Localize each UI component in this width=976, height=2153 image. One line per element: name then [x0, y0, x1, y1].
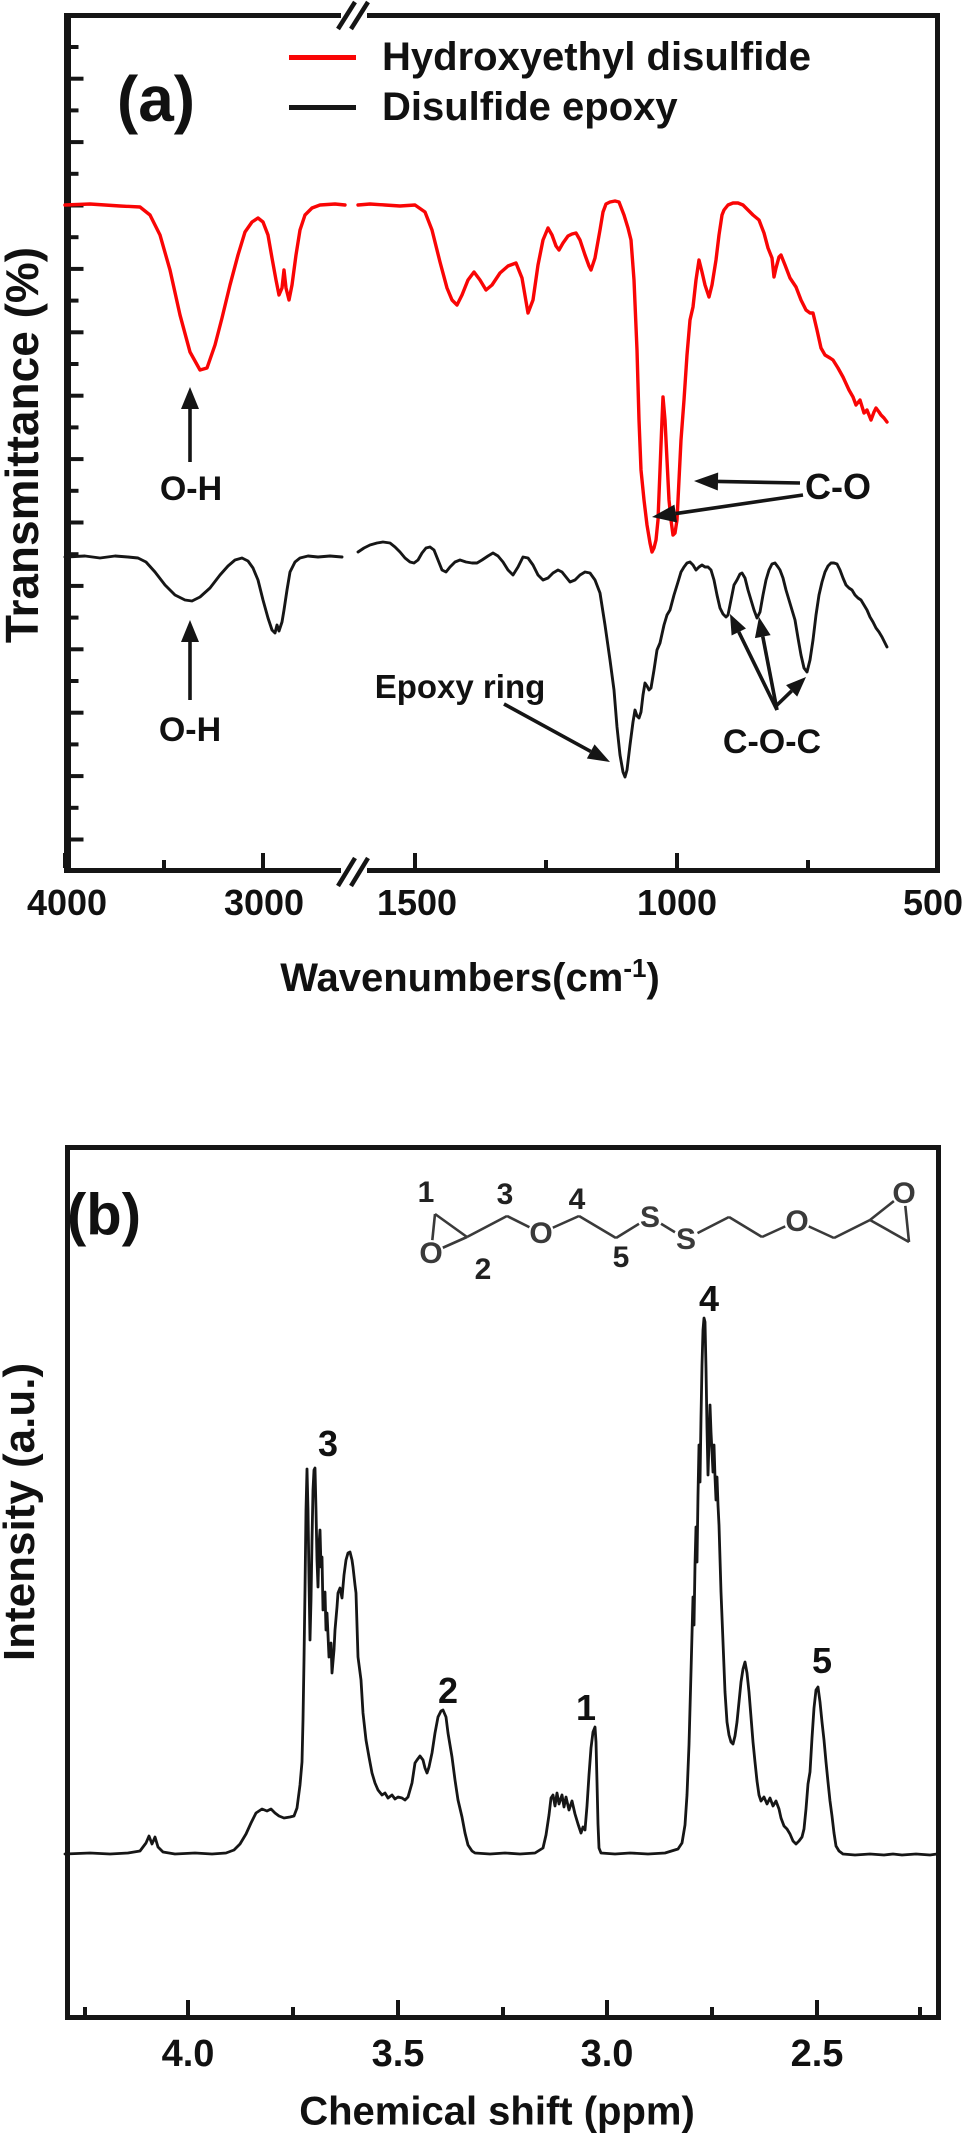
- legend-label: Hydroxyethyl disulfide: [382, 34, 811, 79]
- ftir-curve-hydroxyethyl-disulfide: [356, 199, 889, 554]
- legend: Hydroxyethyl disulfide Disulfide epoxy: [289, 32, 811, 132]
- structure-position-label-5: 5: [613, 1241, 630, 1274]
- panel-b-y-axis-title: Intensity (a.u.): [0, 1362, 44, 1662]
- legend-item-disulfide-epoxy: Disulfide epoxy: [289, 82, 811, 132]
- annotation-coc-arrow-head: [754, 617, 771, 639]
- legend-label: Disulfide epoxy: [382, 84, 678, 129]
- panel-b-x-tick-label: 2.5: [791, 2033, 844, 2075]
- structure-atom-mask: [528, 1220, 554, 1246]
- structure-position-label-4: 4: [569, 1183, 586, 1216]
- annotation-oh-red-arrow-head: [181, 387, 199, 409]
- legend-item-hydroxyethyl-disulfide: Hydroxyethyl disulfide: [289, 32, 811, 82]
- structure-atom-O: O: [529, 1217, 552, 1250]
- structure-atom-mask: [673, 1226, 699, 1252]
- panel-b-x-tick-label: 3.5: [372, 2033, 425, 2075]
- nmr-peak-label-5: 5: [812, 1640, 832, 1681]
- panel-b-x-tick-label: 4.0: [162, 2033, 215, 2075]
- panel-a-y-axis-title: Transmittance (%): [0, 246, 48, 644]
- annotation-oh-black-arrow-head: [181, 620, 199, 642]
- annotation-coc-arrow-head: [730, 614, 746, 636]
- panel-a-x-tick-label: 4000: [27, 882, 107, 923]
- annotation-coc-arrow-line: [737, 631, 779, 711]
- annotation-co-arrow-line: [717, 479, 801, 485]
- structure-position-label-3: 3: [497, 1178, 514, 1211]
- panel-b-frame: [65, 1145, 941, 2020]
- annotation-co-label: C-O: [805, 466, 871, 507]
- structure-position-label-2: 2: [475, 1253, 492, 1286]
- structure-bond: [833, 1218, 871, 1240]
- structure-position-label-1: 1: [418, 1176, 435, 1209]
- annotation-epoxy-label: Epoxy ring: [375, 668, 546, 705]
- annotation-oh-black-label: O-H: [159, 711, 221, 749]
- annotation-co-arrow-head: [652, 504, 678, 523]
- panel-a-x-axis-title: Wavenumbers(cm-1): [280, 953, 660, 1001]
- panel-a-x-tick-label: 1500: [377, 882, 457, 923]
- structure-atom-O: O: [785, 1205, 808, 1238]
- structure-atom-O: O: [419, 1237, 442, 1270]
- ftir-curve-disulfide-epoxy: [63, 554, 344, 635]
- nmr-peak-label-1: 1: [576, 1687, 596, 1728]
- panel-a-x-tick-label: 3000: [224, 882, 304, 923]
- structure-atom-mask: [891, 1180, 917, 1206]
- structure-bond: [434, 1212, 468, 1239]
- structure-atom-mask: [418, 1240, 444, 1266]
- xlabel-a-close: ): [646, 956, 660, 1001]
- panel-b-x-tick-label: 3.0: [581, 2033, 634, 2075]
- annotation-epoxy-arrow-head: [586, 744, 610, 762]
- xlabel-a-superscript: -1: [623, 952, 647, 983]
- panel-b-x-axis-title: Chemical shift (ppm): [299, 2089, 695, 2134]
- annotation-epoxy-arrow-line: [503, 702, 592, 754]
- generated-chart-content: 4000 3000 1500 1000 500 O-H O-H C-O Epoxy ring C-…: [27, 45, 963, 2075]
- annotation-coc-label: C-O-C: [723, 723, 821, 761]
- axis-break-marks: [336, 0, 370, 888]
- structure-atom-O: O: [892, 1177, 915, 1210]
- panel-a-frame: [64, 0, 940, 888]
- panel-a-x-tick-label: 500: [903, 882, 963, 923]
- ftir-curve-disulfide-epoxy: [356, 540, 889, 779]
- panel-a-tag: (a): [116, 63, 196, 135]
- annotation-co-arrow-line: [675, 493, 804, 516]
- panel-a-x-tick-label: 1000: [637, 882, 717, 923]
- structure-atom-mask: [784, 1208, 810, 1234]
- structure-bond: [466, 1214, 508, 1239]
- annotation-coc-arrow-line: [773, 689, 793, 709]
- structure-atom-S: S: [676, 1223, 696, 1256]
- structure-atom-S: S: [640, 1201, 660, 1234]
- structure-atom-mask: [637, 1204, 663, 1230]
- panel-b-border: [65, 1145, 941, 2020]
- legend-line-red: [289, 54, 356, 60]
- panel-b-tag: (b): [66, 1182, 142, 1248]
- annotation-oh-red-label: O-H: [160, 470, 222, 508]
- xlabel-a-text: Wavenumbers(cm: [280, 956, 624, 1001]
- structure-bond: [869, 1218, 910, 1244]
- structure-bond: [728, 1215, 763, 1239]
- annotation-coc-arrow-line: [761, 636, 779, 711]
- nmr-curve: [63, 1316, 939, 1857]
- structure-bond: [578, 1214, 617, 1240]
- nmr-peak-label-4: 4: [699, 1278, 719, 1319]
- annotation-co-arrow-head: [694, 472, 719, 491]
- nmr-peak-label-2: 2: [438, 1670, 458, 1711]
- legend-line-black: [289, 104, 356, 110]
- annotation-coc-arrow-head: [786, 677, 806, 697]
- ftir-curve-hydroxyethyl-disulfide: [63, 202, 347, 372]
- nmr-peak-label-3: 3: [318, 1423, 338, 1464]
